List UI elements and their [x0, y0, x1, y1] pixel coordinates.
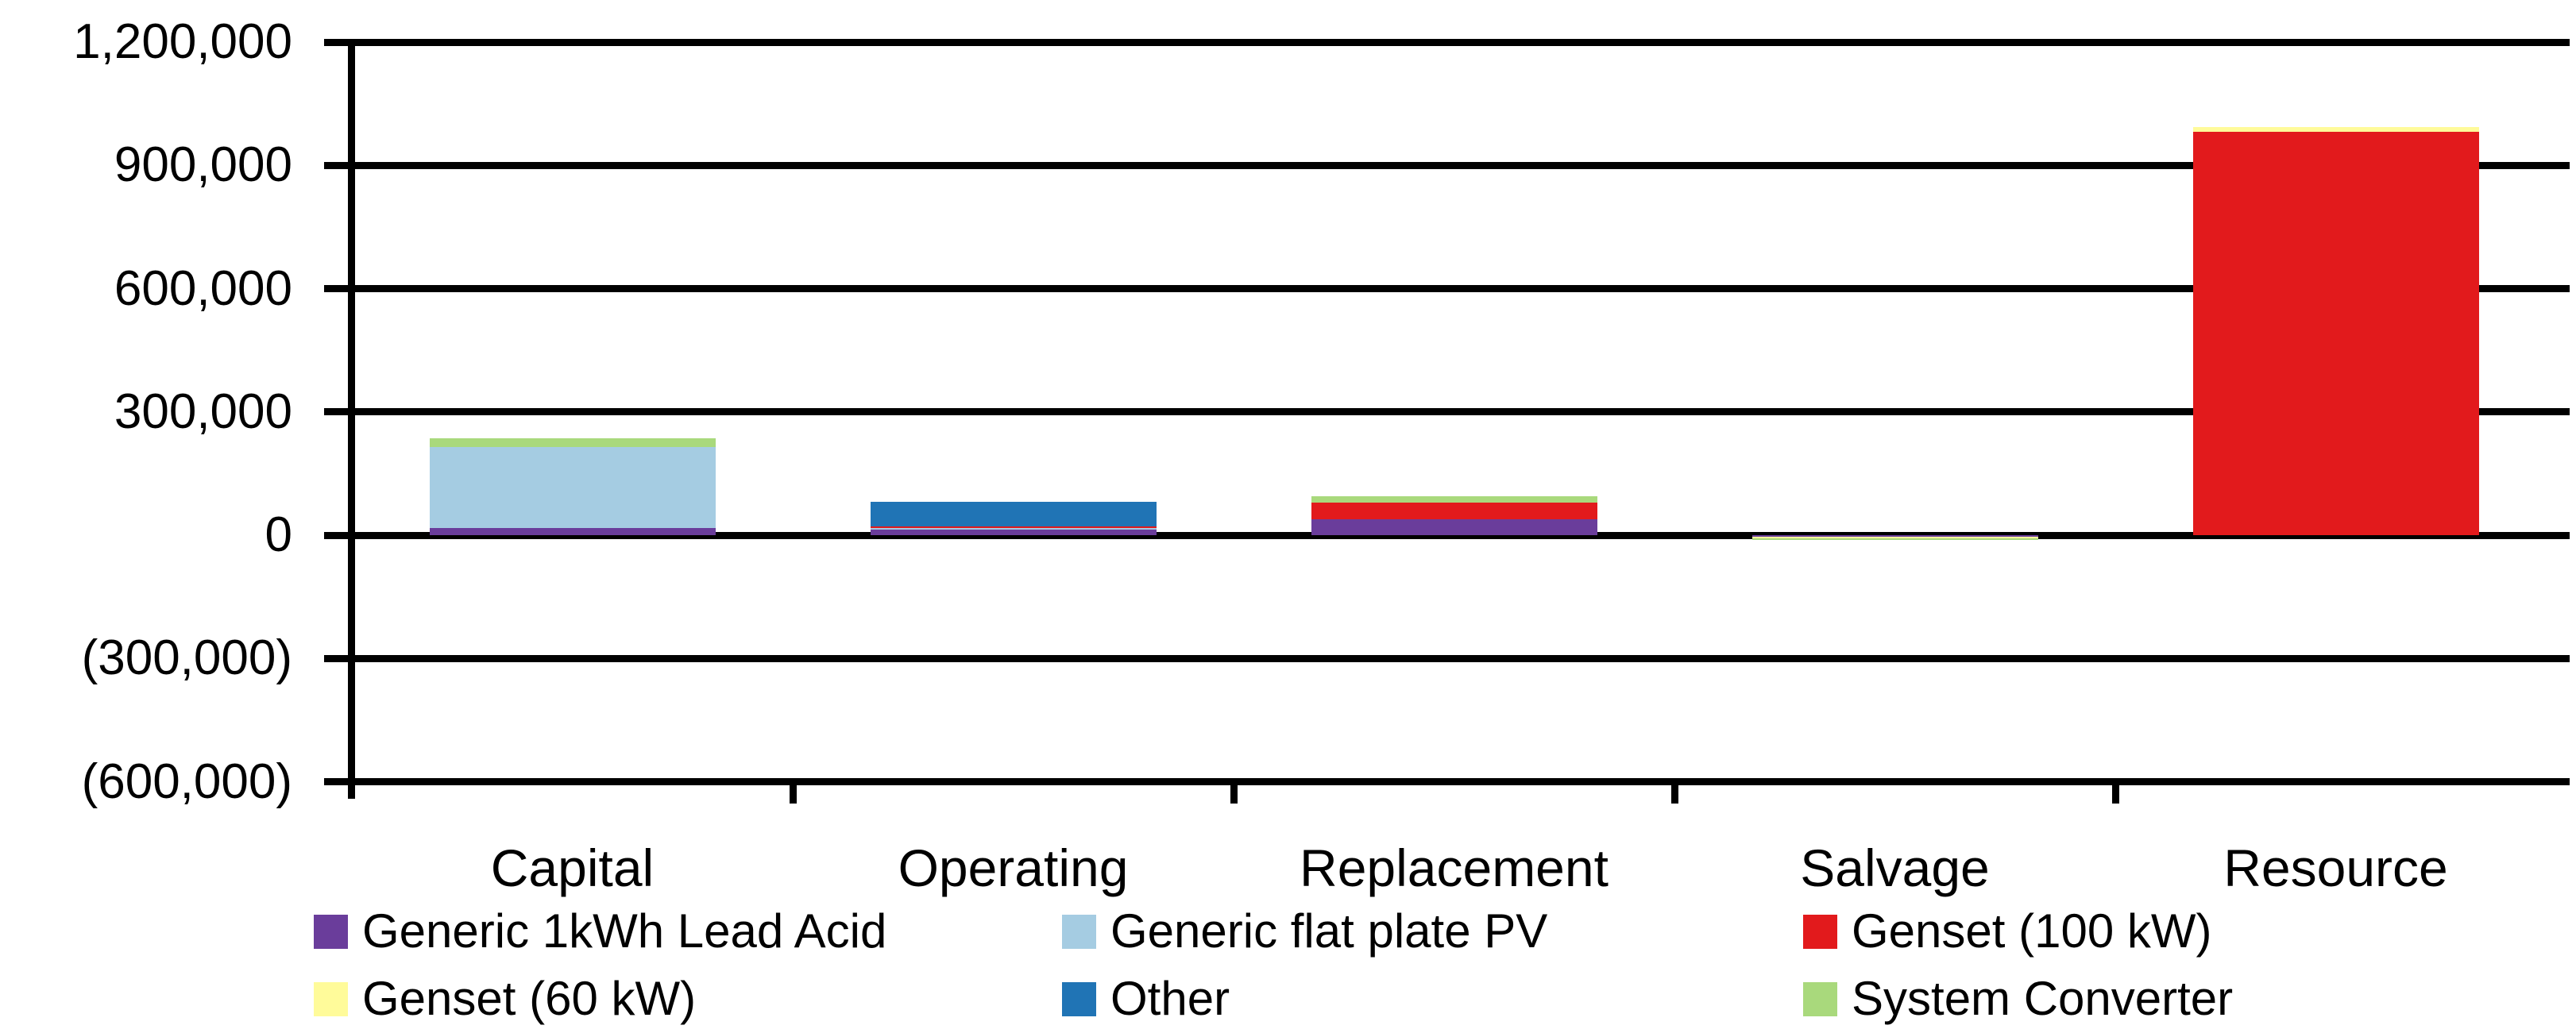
gridline: [324, 778, 2570, 785]
legend-swatch-generic-1kwh-lead-acid: [314, 914, 348, 949]
y-axis-tick-label: 0: [265, 507, 292, 562]
bar-segment-genset-100-kw: [870, 526, 1157, 529]
legend-label-generic-1kwh-lead-acid: Generic 1kWh Lead Acid: [362, 904, 887, 958]
bar-segment-generic-1kwh-lead-acid: [429, 528, 716, 535]
legend-label-genset-100-kw: Genset (100 kW): [1852, 904, 2212, 958]
bar-segment-genset-100-kw: [1311, 502, 1597, 519]
bar-segment-other: [870, 502, 1157, 527]
bar-segment-genset-100-kw: [2192, 132, 2479, 535]
y-axis-tick-label: (600,000): [81, 754, 292, 809]
x-axis-tick: [1671, 781, 1678, 804]
legend-swatch-generic-flat-plate-pv: [1062, 914, 1096, 949]
category-label-resource: Resource: [2223, 838, 2448, 897]
bar-segment-generic-flat-plate-pv: [870, 528, 1157, 530]
bar-segment-system-converter: [1751, 538, 2038, 540]
category-label-operating: Operating: [898, 838, 1129, 897]
legend-label-generic-flat-plate-pv: Generic flat plate PV: [1110, 904, 1548, 958]
bar-segment-generic-1kwh-lead-acid: [1311, 518, 1597, 535]
legend-label-system-converter: System Converter: [1852, 972, 2234, 1025]
bar-segment-genset-60-kw: [1751, 537, 2038, 538]
y-axis-tick-label: 1,200,000: [73, 14, 292, 69]
bar-segment-generic-1kwh-lead-acid: [1751, 535, 2038, 538]
bar-segment-genset-60-kw: [2192, 126, 2479, 133]
legend-swatch-genset-100-kw: [1803, 914, 1837, 949]
bar-segment-generic-1kwh-lead-acid: [870, 530, 1157, 535]
gridline: [324, 285, 2570, 292]
y-axis-tick-label: (300,000): [81, 630, 292, 686]
legend-swatch-system-converter: [1803, 981, 1837, 1016]
category-label-replacement: Replacement: [1300, 838, 1609, 897]
legend-item-generic-1kwh-lead-acid: Generic 1kWh Lead Acid: [314, 907, 886, 956]
x-axis-tick: [790, 781, 797, 804]
legend-item-genset-100-kw: Genset (100 kW): [1803, 907, 2212, 956]
bar-segment-system-converter: [1311, 496, 1597, 503]
bar-segment-system-converter: [429, 437, 716, 448]
gridline: [324, 161, 2570, 169]
gridline: [324, 408, 2570, 416]
legend-item-generic-flat-plate-pv: Generic flat plate PV: [1062, 907, 1547, 956]
legend-label-other: Other: [1110, 972, 1230, 1025]
legend-item-other: Other: [1062, 974, 1230, 1023]
x-axis-tick: [2112, 781, 2119, 804]
legend-swatch-other: [1062, 981, 1096, 1016]
x-axis-tick: [1230, 781, 1238, 804]
y-axis-tick-label: 600,000: [114, 260, 292, 316]
legend-label-genset-60-kw: Genset (60 kW): [362, 972, 697, 1025]
bar-segment-generic-flat-plate-pv: [429, 447, 716, 529]
legend-swatch-genset-60-kw: [314, 981, 348, 1016]
category-label-salvage: Salvage: [1800, 838, 1990, 897]
gridline: [324, 654, 2570, 662]
gridline: [324, 38, 2570, 46]
y-axis-line: [348, 39, 355, 799]
category-label-capital: Capital: [490, 838, 655, 897]
legend-item-system-converter: System Converter: [1803, 974, 2233, 1023]
gridline: [324, 531, 2570, 539]
y-axis-tick-label: 300,000: [114, 384, 292, 439]
legend-item-genset-60-kw: Genset (60 kW): [314, 974, 696, 1023]
y-axis-tick-label: 900,000: [114, 137, 292, 193]
